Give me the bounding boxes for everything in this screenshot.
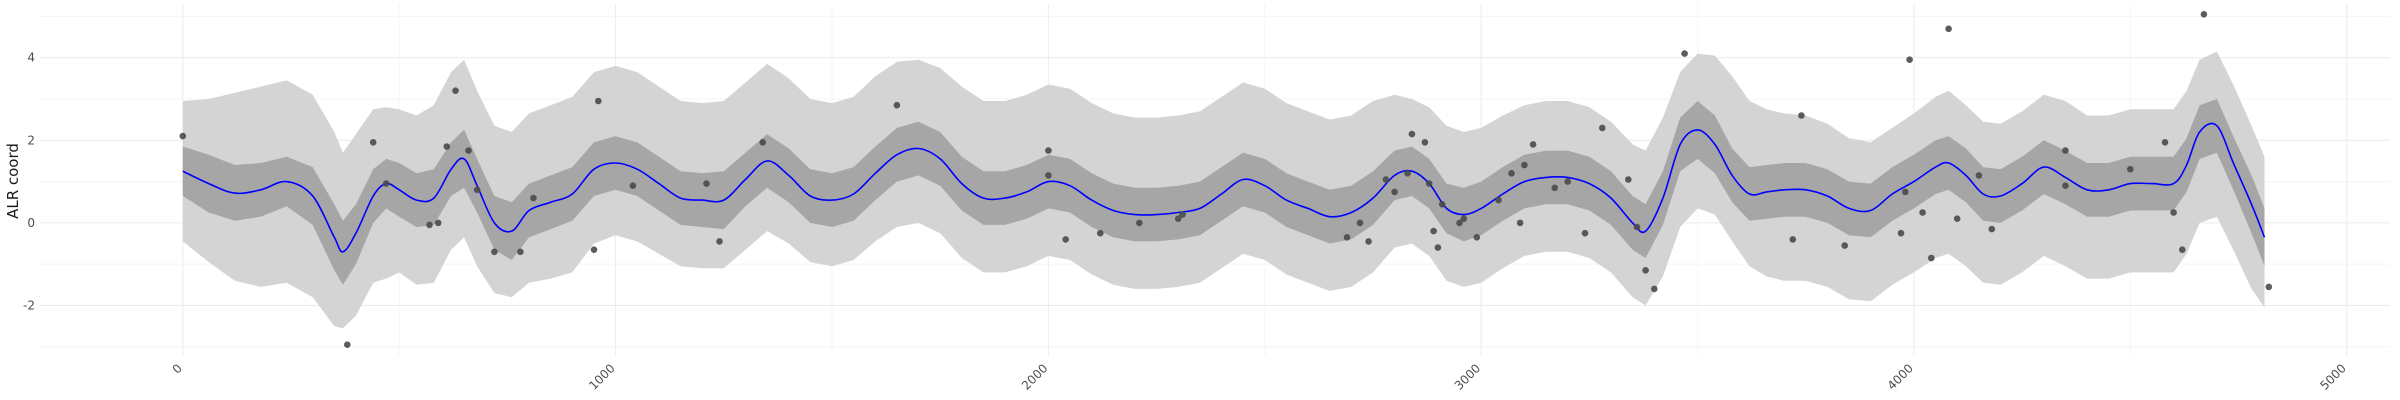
data-point: [1798, 112, 1805, 119]
data-point: [2170, 209, 2177, 216]
data-point: [1564, 178, 1571, 185]
data-point: [590, 246, 598, 253]
x-tick-label: 4000: [1885, 361, 1916, 392]
mean-line: [182, 122, 2266, 253]
y-tick-label: -2: [23, 298, 35, 312]
data-point: [629, 182, 637, 189]
data-point: [1651, 285, 1658, 293]
data-point: [1382, 176, 1390, 183]
data-point: [491, 248, 498, 256]
data-point: [703, 180, 710, 187]
data-point: [2062, 182, 2069, 189]
data-point: [1136, 219, 1143, 227]
data-point: [2161, 139, 2169, 146]
y-tick-label: 0: [27, 216, 35, 230]
data-point: [1438, 201, 1446, 208]
x-tick-label: 3000: [1452, 361, 1483, 392]
data-point: [1841, 242, 1848, 249]
data-point: [1045, 172, 1052, 179]
data-point: [1365, 238, 1372, 245]
x-tick-label: 5000: [2317, 361, 2348, 392]
data-point: [1404, 170, 1411, 177]
data-point: [1508, 170, 1515, 177]
data-point: [369, 139, 377, 146]
data-point: [759, 139, 766, 146]
data-point: [1097, 229, 1104, 237]
data-point: [1045, 147, 1052, 154]
data-point: [893, 101, 901, 109]
data-point: [716, 238, 723, 245]
x-tick-label: 0: [170, 361, 185, 376]
data-point: [473, 186, 481, 194]
data-point: [1179, 211, 1186, 218]
x-tick-label: 2000: [1019, 361, 1050, 392]
data-point: [1408, 130, 1416, 138]
data-point: [2265, 283, 2273, 291]
data-point: [1521, 161, 1528, 169]
x-tick-label: 1000: [586, 361, 617, 392]
data-point: [1343, 234, 1351, 241]
data-point: [1642, 267, 1649, 274]
observation-points: [179, 11, 2273, 349]
confidence-bands: [182, 51, 2265, 329]
data-point: [1473, 234, 1481, 241]
data-point: [1062, 236, 1069, 243]
data-point: [1789, 236, 1797, 243]
mean-line-layer: [182, 122, 2266, 253]
data-point: [1456, 219, 1463, 227]
data-point: [452, 87, 459, 94]
data-point: [426, 221, 433, 229]
data-point: [434, 219, 442, 227]
y-axis-title: ALR coord: [4, 143, 22, 219]
data-point: [1391, 188, 1398, 196]
data-point: [1551, 184, 1558, 192]
y-tick-label: 4: [27, 51, 35, 65]
data-point: [595, 97, 602, 105]
y-tick-label: 2: [27, 133, 35, 147]
data-point: [1356, 219, 1364, 227]
data-point: [1897, 229, 1905, 237]
data-point: [1625, 176, 1632, 183]
data-point: [1581, 229, 1589, 237]
data-point: [1529, 141, 1537, 148]
data-point: [344, 341, 351, 349]
data-point: [1174, 215, 1182, 222]
data-point: [1425, 180, 1433, 187]
data-point: [382, 180, 390, 187]
data-point: [1928, 254, 1935, 262]
data-point: [1906, 56, 1913, 63]
data-point: [1975, 172, 1983, 179]
data-point: [1495, 196, 1502, 204]
data-point: [517, 248, 524, 256]
data-point: [1945, 25, 1952, 33]
data-point: [2200, 11, 2208, 18]
data-point: [179, 132, 187, 140]
data-point: [2062, 147, 2069, 154]
data-point: [2127, 165, 2134, 173]
data-point: [1633, 223, 1641, 231]
data-point: [1902, 188, 1909, 196]
data-point: [1434, 244, 1442, 251]
data-point: [1430, 227, 1437, 235]
data-point: [1421, 139, 1429, 146]
data-point: [1953, 215, 1961, 222]
data-point: [2179, 246, 2186, 253]
data-point: [465, 147, 472, 154]
data-point: [1599, 124, 1606, 132]
data-point: [530, 194, 537, 202]
data-point: [1516, 219, 1524, 227]
data-point: [1460, 215, 1468, 222]
data-point: [1919, 209, 1926, 216]
data-point: [443, 143, 451, 150]
data-point: [1988, 225, 1996, 233]
data-point: [1681, 50, 1688, 57]
